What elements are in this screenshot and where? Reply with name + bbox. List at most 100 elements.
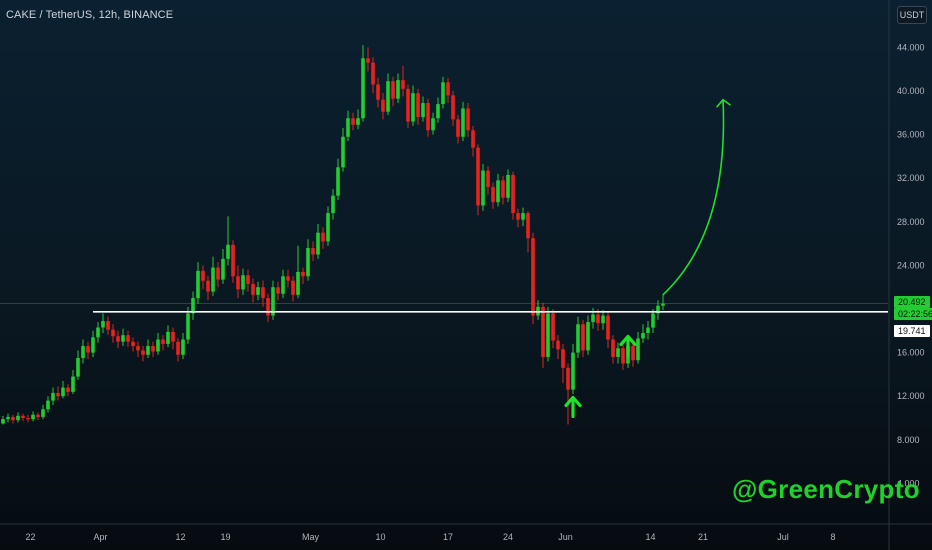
candle-up — [641, 333, 645, 338]
candle-down — [116, 336, 120, 341]
candle-down — [176, 342, 180, 355]
candle-down — [141, 350, 145, 354]
candle-up — [636, 338, 640, 360]
candle-up — [221, 259, 225, 280]
candle-down — [266, 298, 270, 315]
candle-up — [396, 80, 400, 99]
candle-up — [336, 167, 340, 195]
watermark: @GreenCrypto — [732, 474, 920, 505]
symbol-title[interactable]: CAKE / TetherUS, 12h, BINANCE — [6, 9, 173, 21]
candle-up — [571, 353, 575, 390]
candle-up — [96, 328, 100, 338]
y-tick-label: 36.000 — [897, 130, 925, 140]
candle-up — [181, 340, 185, 355]
candle-down — [491, 187, 495, 202]
candle-up — [421, 103, 425, 117]
candle-down — [621, 348, 625, 363]
candle-down — [516, 213, 520, 220]
candle-down — [556, 341, 560, 350]
candle-up — [436, 104, 440, 118]
candle-up — [496, 180, 500, 202]
candle-down — [406, 89, 410, 122]
candle-down — [201, 271, 205, 281]
currency-badge[interactable]: USDT — [897, 6, 927, 24]
candle-down — [236, 276, 240, 289]
candle-up — [121, 335, 125, 342]
candle-up — [441, 82, 445, 104]
candle-up — [61, 387, 65, 396]
candle-down — [426, 103, 430, 130]
candle-down — [11, 417, 15, 420]
candle-up — [1, 419, 5, 423]
x-tick-label: 8 — [830, 532, 835, 542]
candle-up — [256, 287, 260, 295]
candle-up — [461, 108, 465, 136]
candle-up — [411, 93, 415, 121]
candle-up — [386, 81, 390, 112]
candle-down — [251, 284, 255, 295]
candle-down — [541, 307, 545, 357]
candle-up — [186, 313, 190, 339]
candle-up — [41, 409, 45, 417]
candle-down — [246, 275, 250, 284]
candle-up — [51, 393, 55, 401]
candle-up — [46, 401, 50, 410]
candle-up — [591, 314, 595, 322]
candle-down — [531, 238, 535, 315]
candle-up — [316, 233, 320, 255]
candle-down — [206, 281, 210, 292]
y-tick-label: 16.000 — [897, 348, 925, 358]
candle-down — [56, 393, 60, 396]
candle-up — [646, 328, 650, 333]
candle-down — [486, 171, 490, 187]
candle-up — [506, 175, 510, 198]
candle-down — [26, 418, 30, 419]
candle-down — [466, 108, 470, 130]
x-tick-label: 17 — [443, 532, 453, 542]
candle-down — [136, 346, 140, 350]
candle-up — [331, 196, 335, 213]
curved-arrow-annotation[interactable] — [663, 100, 724, 295]
candle-up — [576, 324, 580, 352]
candle-up — [31, 415, 35, 419]
x-tick-label: May — [302, 532, 320, 542]
candle-down — [551, 313, 555, 340]
candle-down — [526, 213, 530, 238]
last-price-tag: 20.492 — [894, 296, 930, 308]
candle-down — [351, 118, 355, 125]
candle-up — [661, 304, 665, 306]
candle-up — [346, 118, 350, 137]
candle-up — [101, 321, 105, 328]
candle-down — [171, 332, 175, 342]
candle-up — [521, 213, 525, 220]
candle-down — [276, 287, 280, 294]
y-tick-label: 8.000 — [897, 435, 920, 445]
candle-down — [391, 81, 395, 98]
candle-down — [66, 387, 70, 391]
x-tick-label: Apr — [93, 532, 107, 542]
candle-down — [446, 82, 450, 95]
candle-up — [196, 271, 200, 298]
candle-down — [311, 248, 315, 255]
y-tick-label: 44.000 — [897, 42, 925, 52]
candle-up — [241, 275, 245, 289]
candle-down — [36, 415, 40, 417]
candle-down — [381, 100, 385, 112]
candle-up — [651, 313, 655, 327]
candle-up — [601, 316, 605, 324]
candle-down — [216, 268, 220, 280]
candle-down — [301, 272, 305, 276]
candle-down — [631, 346, 635, 360]
level-price-tag: 19.741 — [894, 325, 930, 337]
candle-down — [581, 324, 585, 350]
candle-down — [501, 180, 505, 197]
candle-up — [76, 358, 80, 377]
candle-up — [226, 245, 230, 259]
candle-down — [606, 316, 610, 340]
candle-down — [86, 346, 90, 353]
x-tick-label: 22 — [25, 532, 35, 542]
x-tick-label: 21 — [698, 532, 708, 542]
candle-down — [21, 416, 25, 418]
candle-down — [611, 340, 615, 357]
